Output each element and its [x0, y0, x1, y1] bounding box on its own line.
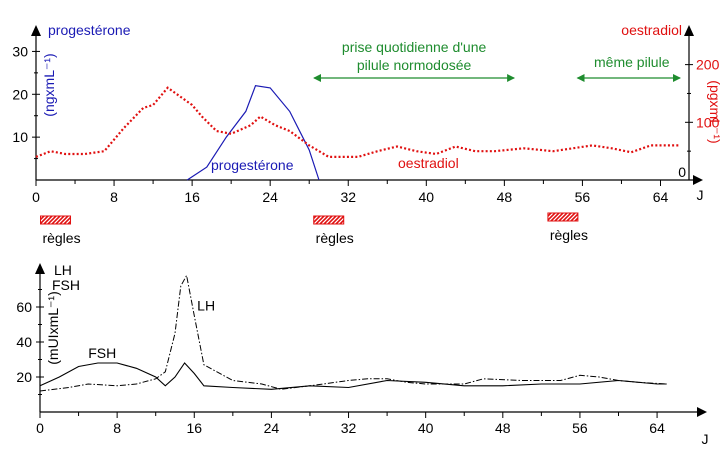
- top-x-tick-label: 8: [110, 189, 118, 205]
- annotation-text-line: même pilule: [594, 54, 670, 70]
- bottom-y-tick-label: 20: [16, 369, 32, 385]
- fsh-series-label: FSH: [88, 345, 116, 361]
- bottom-x-tick-label: 56: [572, 420, 588, 436]
- bottom-y-axis-arrow: [35, 263, 45, 274]
- top-right-y-axis-arrow: [684, 25, 694, 36]
- bottom-x-tick-label: 40: [418, 420, 434, 436]
- bottom-x-tick-label: 0: [36, 420, 44, 436]
- top-x-tick-label: 48: [497, 189, 513, 205]
- oestradiol-series-label: oestradiol: [398, 155, 459, 171]
- bottom-x-tick-label: 24: [264, 420, 280, 436]
- top-x-axis-arrow: [693, 175, 703, 185]
- oestradiol-axis-unit: (pgxmL⁻¹): [707, 80, 723, 143]
- regles-marker: [313, 215, 345, 225]
- lh-line: [39, 274, 667, 392]
- bottom-x-tick-label: 48: [495, 420, 511, 436]
- top-x-tick-label: 0: [32, 189, 40, 205]
- progesterone-series-label: progestérone: [211, 157, 294, 173]
- lh-series-label: LH: [197, 298, 215, 314]
- top-right-y-tick-label: 200: [696, 57, 720, 73]
- annotation-text-line: pilule normodosée: [357, 57, 472, 73]
- bottom-x-tick-label: 64: [649, 420, 665, 436]
- regles-label: règles: [316, 230, 354, 246]
- bottom-x-tick-label: 32: [341, 420, 357, 436]
- annotation-text: même pilule: [594, 54, 670, 70]
- annotation-text: prise quotidienne d'une pilule normodosée: [342, 39, 487, 73]
- top-left-y-tick-label: 10: [12, 129, 28, 145]
- bottom-x-tick-label: 8: [113, 420, 121, 436]
- bottom-x-axis-label: J: [702, 431, 709, 447]
- top-left-y-tick-label: 30: [12, 43, 28, 59]
- top-x-tick-label: 40: [419, 189, 435, 205]
- oestradiol-axis-name: oestradiol: [621, 22, 682, 38]
- lh-axis-label: LH: [54, 262, 72, 278]
- bottom-x-tick-label: 16: [186, 420, 202, 436]
- bottom-y-tick-label: 40: [16, 334, 32, 350]
- bottom-y-tick-label: 60: [16, 299, 32, 315]
- top-x-tick-label: 16: [184, 189, 200, 205]
- top-right-y-tick-label: 100: [696, 114, 720, 130]
- top-left-y-tick-label: 20: [12, 86, 28, 102]
- top-right-y-tick-label: 0: [678, 164, 686, 180]
- top-x-tick-label: 56: [575, 189, 591, 205]
- bottom-x-axis-arrow: [697, 407, 707, 417]
- fsh-axis-label: FSH: [52, 277, 80, 293]
- annotation-text-line: prise quotidienne d'une: [342, 39, 487, 55]
- progesterone-axis-name: progestérone: [48, 22, 131, 38]
- top-chart: 0 8 16 24 32 40 48 56 64 J 10 20 30 0 100 200 progestéro…: [12, 22, 723, 246]
- oestradiol-line: [35, 86, 680, 158]
- progesterone-axis-unit: (ngxmL⁻¹): [41, 53, 57, 116]
- top-x-tick-label: 24: [262, 189, 278, 205]
- top-x-tick-label: 64: [653, 189, 669, 205]
- top-x-tick-label: 32: [340, 189, 356, 205]
- regles-marker: [40, 215, 72, 225]
- bottom-y-axis-unit: (mUIxmL⁻¹): [45, 291, 61, 365]
- regles-marker: [547, 212, 579, 222]
- regles-label: règles: [42, 230, 80, 246]
- fsh-line: [39, 362, 667, 390]
- top-left-y-axis-arrow: [31, 25, 41, 36]
- top-x-axis-label: J: [697, 187, 704, 203]
- progesterone-line: [186, 85, 320, 181]
- regles-label: règles: [550, 227, 588, 243]
